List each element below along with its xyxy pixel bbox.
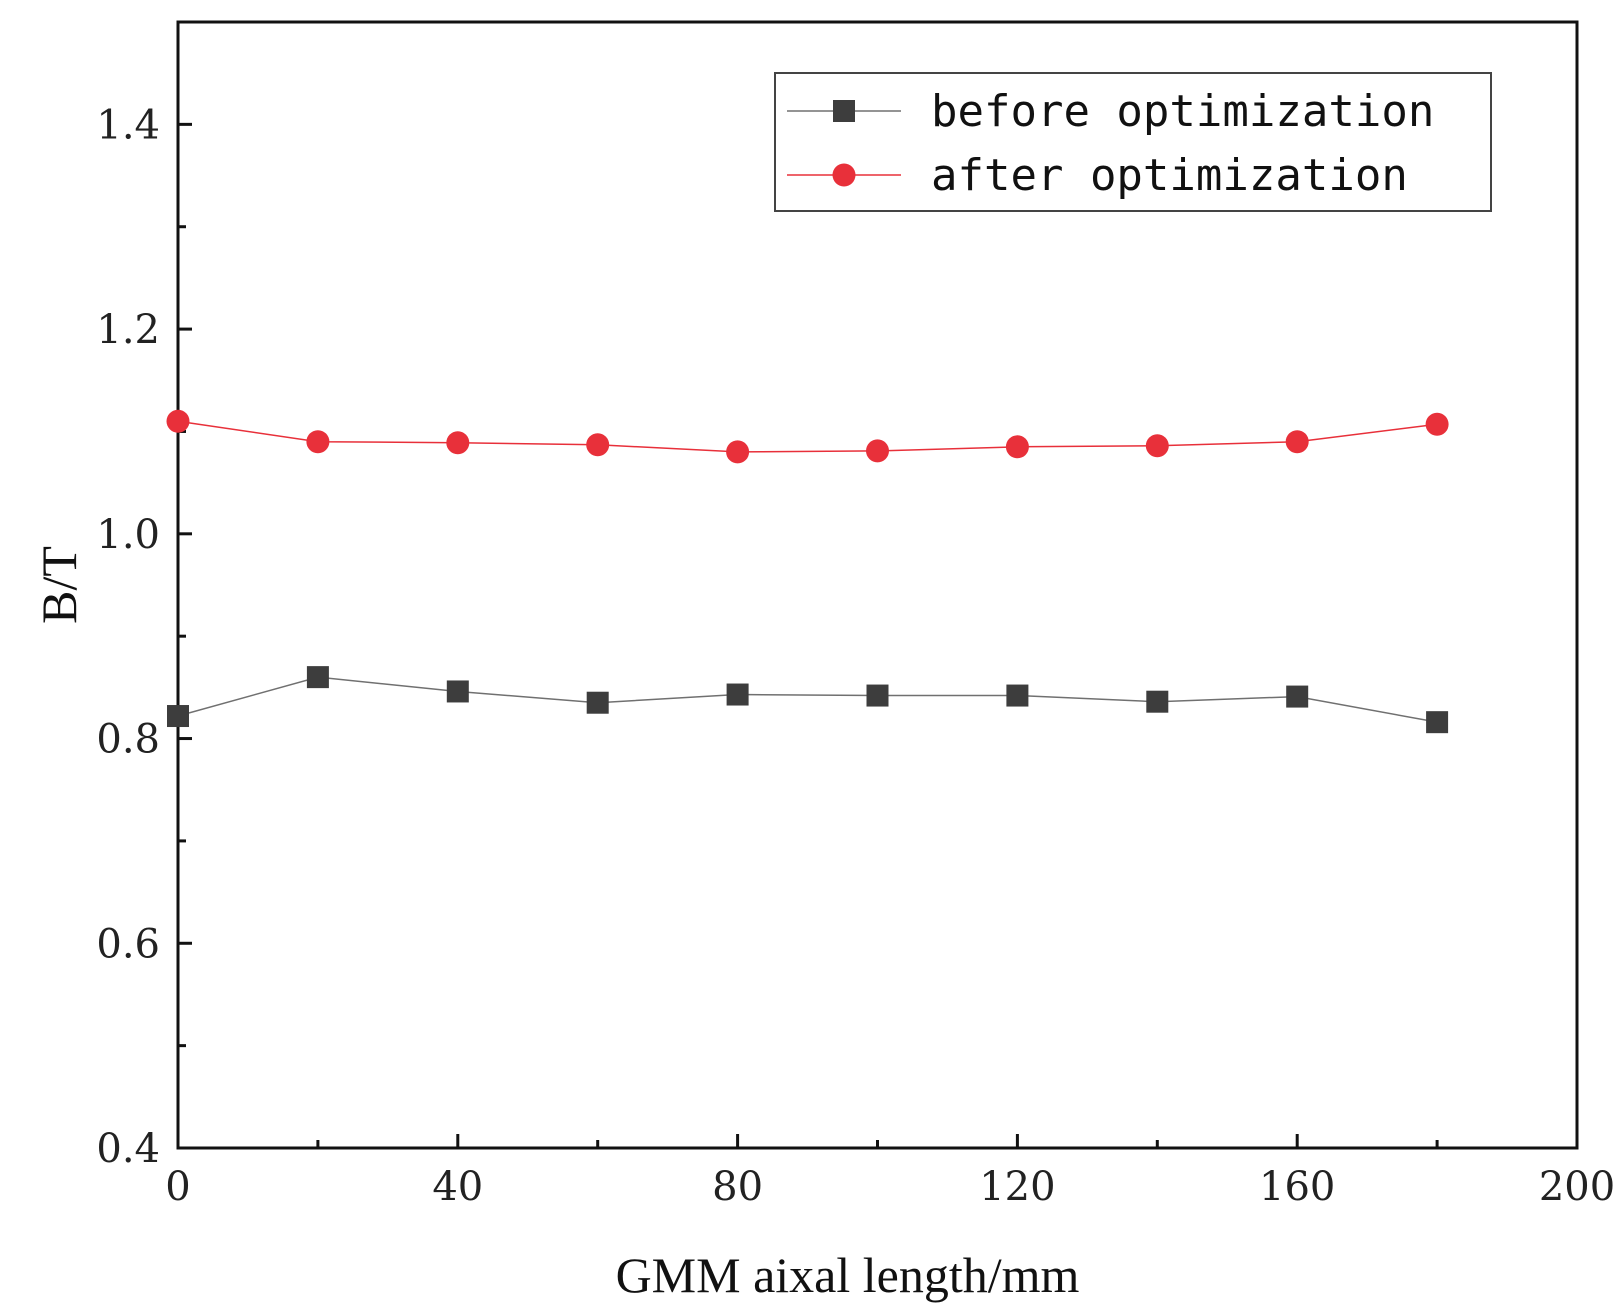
data-point	[726, 440, 750, 464]
legend-label: after optimization	[931, 150, 1408, 201]
x-axis: 0 40 80 120 160 200	[165, 1134, 1615, 1210]
data-point	[866, 684, 889, 707]
data-point	[1285, 430, 1309, 454]
legend-entry: after optimization	[787, 150, 1408, 201]
x-tick-label: 160	[1259, 1164, 1335, 1210]
y-tick-label: 1.0	[96, 512, 160, 558]
y-tick-label: 0.6	[96, 921, 160, 967]
series-line	[177, 420, 1438, 453]
data-point	[166, 409, 190, 433]
y-axis: 0.4 0.6 0.8 1.0 1.2 1.4	[96, 20, 192, 1172]
data-point	[306, 430, 330, 454]
x-tick-label: 80	[712, 1164, 763, 1210]
data-point	[726, 683, 749, 706]
legend-box	[774, 72, 1492, 212]
data-point	[586, 691, 609, 714]
legend-entry: before optimization	[787, 86, 1434, 137]
legend-label: before optimization	[931, 86, 1434, 137]
legend-marker	[833, 100, 855, 122]
series-2	[166, 409, 1449, 464]
x-tick-label: 200	[1539, 1164, 1615, 1210]
legend-marker	[832, 163, 856, 187]
data-point	[1146, 690, 1169, 713]
data-point	[1425, 412, 1449, 436]
series-1	[167, 666, 1449, 734]
data-point	[446, 680, 469, 703]
y-tick-label: 0.4	[96, 1126, 160, 1172]
legend: before optimization after optimization	[774, 72, 1492, 212]
y-tick-label: 1.2	[96, 307, 160, 353]
data-point	[1286, 685, 1309, 708]
x-tick-label: 0	[165, 1164, 190, 1210]
y-tick-label: 1.4	[96, 102, 160, 148]
data-point	[1006, 684, 1029, 707]
data-point	[446, 431, 470, 455]
y-tick-label: 0.8	[96, 717, 160, 763]
data-point	[1005, 435, 1029, 459]
x-tick-label: 40	[432, 1164, 483, 1210]
y-axis-title: B/T	[31, 546, 87, 624]
series-layer	[166, 409, 1449, 734]
data-point	[866, 439, 889, 463]
data-point	[167, 705, 189, 728]
data-point	[306, 666, 329, 689]
data-point	[1426, 711, 1449, 734]
x-tick-label: 120	[979, 1164, 1055, 1210]
data-point	[586, 433, 610, 457]
data-point	[1145, 434, 1169, 458]
series-line	[177, 676, 1438, 723]
x-axis-title: GMM aixal length/mm	[616, 1247, 1080, 1303]
